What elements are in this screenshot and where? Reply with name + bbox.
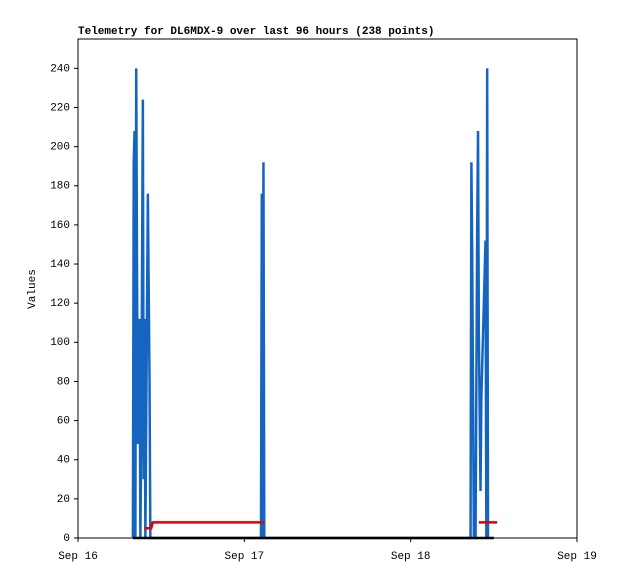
y-tick-label: 160 [50,220,70,232]
y-tick-label: 100 [50,337,70,349]
series-line [144,521,498,530]
x-tick-label: Sep 18 [391,551,431,563]
y-tick-label: 200 [50,142,70,154]
x-tick-label: Sep 19 [557,551,597,563]
y-tick-label: 240 [50,63,70,75]
x-tick-label: Sep 17 [225,551,265,563]
y-tick-label: 20 [57,494,70,506]
y-tick-label: 80 [57,376,70,388]
chart-title: Telemetry for DL6MDX-9 over last 96 hour… [78,26,434,38]
plot-frame [77,38,578,539]
y-tick-label: 120 [50,298,70,310]
y-tick-label: 60 [57,415,70,427]
y-axis-label: Values [27,269,39,309]
y-tick-label: 220 [50,102,70,114]
x-tick-label: Sep 16 [58,551,98,563]
y-tick-label: 140 [50,259,70,271]
y-tick-label: 180 [50,181,70,193]
y-tick-label: 40 [57,455,70,467]
y-tick-label: 0 [63,533,70,545]
series-line [131,68,490,540]
